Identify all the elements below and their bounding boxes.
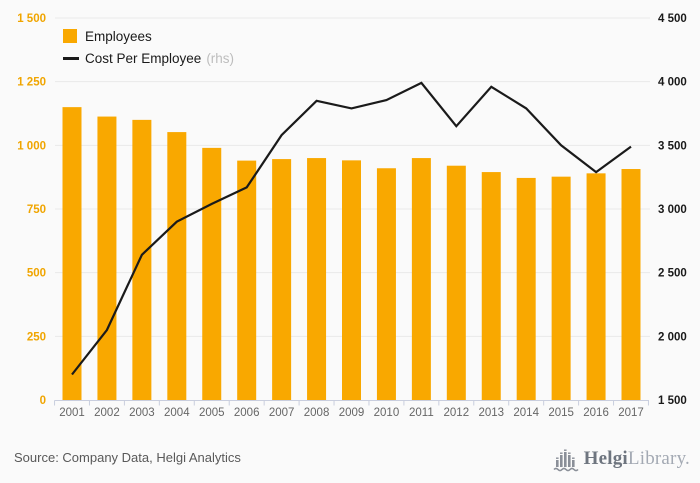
x-axis-year-label: 2006 — [234, 407, 260, 419]
bar-2012 — [446, 165, 466, 400]
right-axis-label: 4 500 — [658, 13, 687, 25]
x-axis-year-label: 2017 — [618, 407, 644, 419]
x-axis-year-label: 2011 — [409, 407, 434, 419]
logo-text-helgi: Helgi — [583, 448, 628, 469]
helgi-library-logo: HelgiLibrary. — [553, 446, 690, 472]
bar-2001 — [62, 107, 82, 400]
helgi-castle-icon — [553, 449, 579, 472]
x-axis-year-label: 2007 — [269, 407, 295, 419]
left-axis-label: 750 — [27, 204, 46, 216]
bar-2007 — [272, 159, 292, 400]
right-axis-label: 3 500 — [658, 140, 687, 152]
employees-bar-swatch-icon — [63, 29, 77, 43]
x-axis-year-label: 2014 — [513, 407, 539, 419]
legend-suffix-rhs: (rhs) — [206, 50, 235, 66]
bar-2003 — [132, 119, 152, 400]
bar-2008 — [307, 158, 327, 400]
bar-2005 — [202, 147, 222, 400]
left-axis-label: 0 — [40, 395, 46, 407]
source-text: Source: Company Data, Helgi Analytics — [14, 450, 241, 465]
bar-2011 — [411, 158, 431, 400]
cost-line-swatch-icon — [63, 56, 79, 60]
right-axis-label: 2 500 — [658, 268, 687, 280]
bar-2015 — [551, 176, 571, 400]
right-axis-label: 3 000 — [658, 204, 687, 216]
bar-2006 — [237, 160, 257, 400]
bar-2017 — [621, 169, 641, 400]
legend-label-employees: Employees — [85, 28, 152, 44]
left-axis-label: 1 000 — [17, 140, 46, 152]
x-axis-year-label: 2013 — [478, 407, 504, 419]
left-axis-label: 1 250 — [17, 77, 46, 89]
bar-2004 — [167, 132, 187, 400]
right-axis-label: 2 000 — [658, 331, 687, 343]
x-axis-year-label: 2009 — [339, 407, 365, 419]
bar-2010 — [376, 168, 396, 400]
right-axis-label: 1 500 — [658, 395, 687, 407]
x-axis-year-label: 2001 — [59, 407, 85, 419]
bar-2014 — [516, 177, 536, 400]
bar-2016 — [586, 173, 606, 400]
x-axis-year-label: 2003 — [129, 407, 155, 419]
logo-text: HelgiLibrary. — [584, 448, 690, 470]
bar-2002 — [97, 116, 117, 400]
employees-cost-chart: 0 250 500 750 1 000 1 250 1 500 1 500 2 000 2 500… — [17, 13, 687, 419]
x-axis-year-label: 2015 — [548, 407, 574, 419]
x-axis-year-label: 2012 — [444, 407, 470, 419]
chart-legend: Employees Cost Per Employee (rhs) — [63, 25, 234, 69]
x-axis-year-label: 2016 — [583, 407, 609, 419]
left-axis-label: 250 — [27, 331, 46, 343]
x-axis-year-label: 2002 — [94, 407, 120, 419]
bar-2009 — [342, 160, 361, 400]
x-axis-year-label: 2008 — [304, 407, 330, 419]
logo-text-library: Library. — [627, 448, 690, 469]
legend-item-cost-per-employee: Cost Per Employee (rhs) — [63, 47, 234, 69]
legend-item-employees: Employees — [63, 25, 234, 47]
left-axis-label: 500 — [27, 268, 46, 280]
chart-footer: Source: Company Data, Helgi Analytics — [0, 444, 700, 483]
x-axis-year-label: 2005 — [199, 407, 225, 419]
bar-2013 — [481, 172, 501, 400]
x-axis-year-label: 2010 — [374, 407, 400, 419]
x-axis-year-label: 2004 — [164, 407, 190, 419]
legend-label-cost-per-employee: Cost Per Employee — [85, 50, 202, 66]
left-axis-label: 1 500 — [17, 13, 46, 25]
right-axis-label: 4 000 — [658, 77, 687, 89]
cost-per-employee-line — [71, 81, 632, 376]
